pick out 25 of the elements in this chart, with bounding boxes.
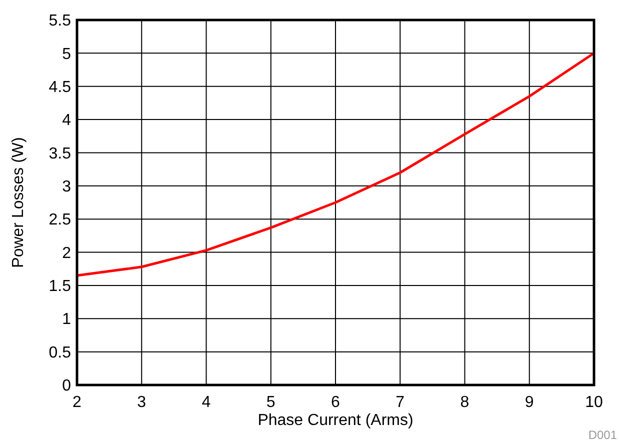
- y-tick-label: 0.5: [48, 344, 72, 362]
- x-tick-label: 7: [396, 394, 405, 411]
- x-tick-label: 2: [72, 394, 82, 411]
- y-tick-label: 5: [62, 46, 72, 63]
- y-tick-label: 0: [62, 378, 72, 395]
- y-tick-label: 4: [62, 112, 72, 130]
- y-tick-label: 3.5: [48, 145, 72, 162]
- y-tick-label: 1: [62, 311, 72, 328]
- y-axis-title: Power Losses (W): [10, 137, 27, 268]
- x-tick-label: 9: [524, 394, 534, 411]
- y-tick-label: 3: [62, 178, 72, 196]
- x-tick-label: 6: [331, 394, 340, 411]
- x-tick-label: 3: [137, 394, 146, 411]
- x-axis-title: Phase Current (Arms): [258, 412, 414, 429]
- line-series: [77, 52, 594, 277]
- x-tick-label: 8: [460, 394, 470, 411]
- y-tick-label: 5.5: [48, 12, 72, 30]
- y-tick-label: 2.5: [48, 212, 72, 229]
- text: D001: [588, 428, 618, 442]
- x-tick-label: 10: [585, 394, 603, 411]
- x-tick-label: 5: [266, 394, 276, 411]
- y-tick-label: 4.5: [48, 78, 72, 96]
- x-tick-label: 4: [202, 394, 211, 411]
- y-tick-label: 1.5: [48, 278, 72, 296]
- y-tick-label: 2: [62, 244, 72, 262]
